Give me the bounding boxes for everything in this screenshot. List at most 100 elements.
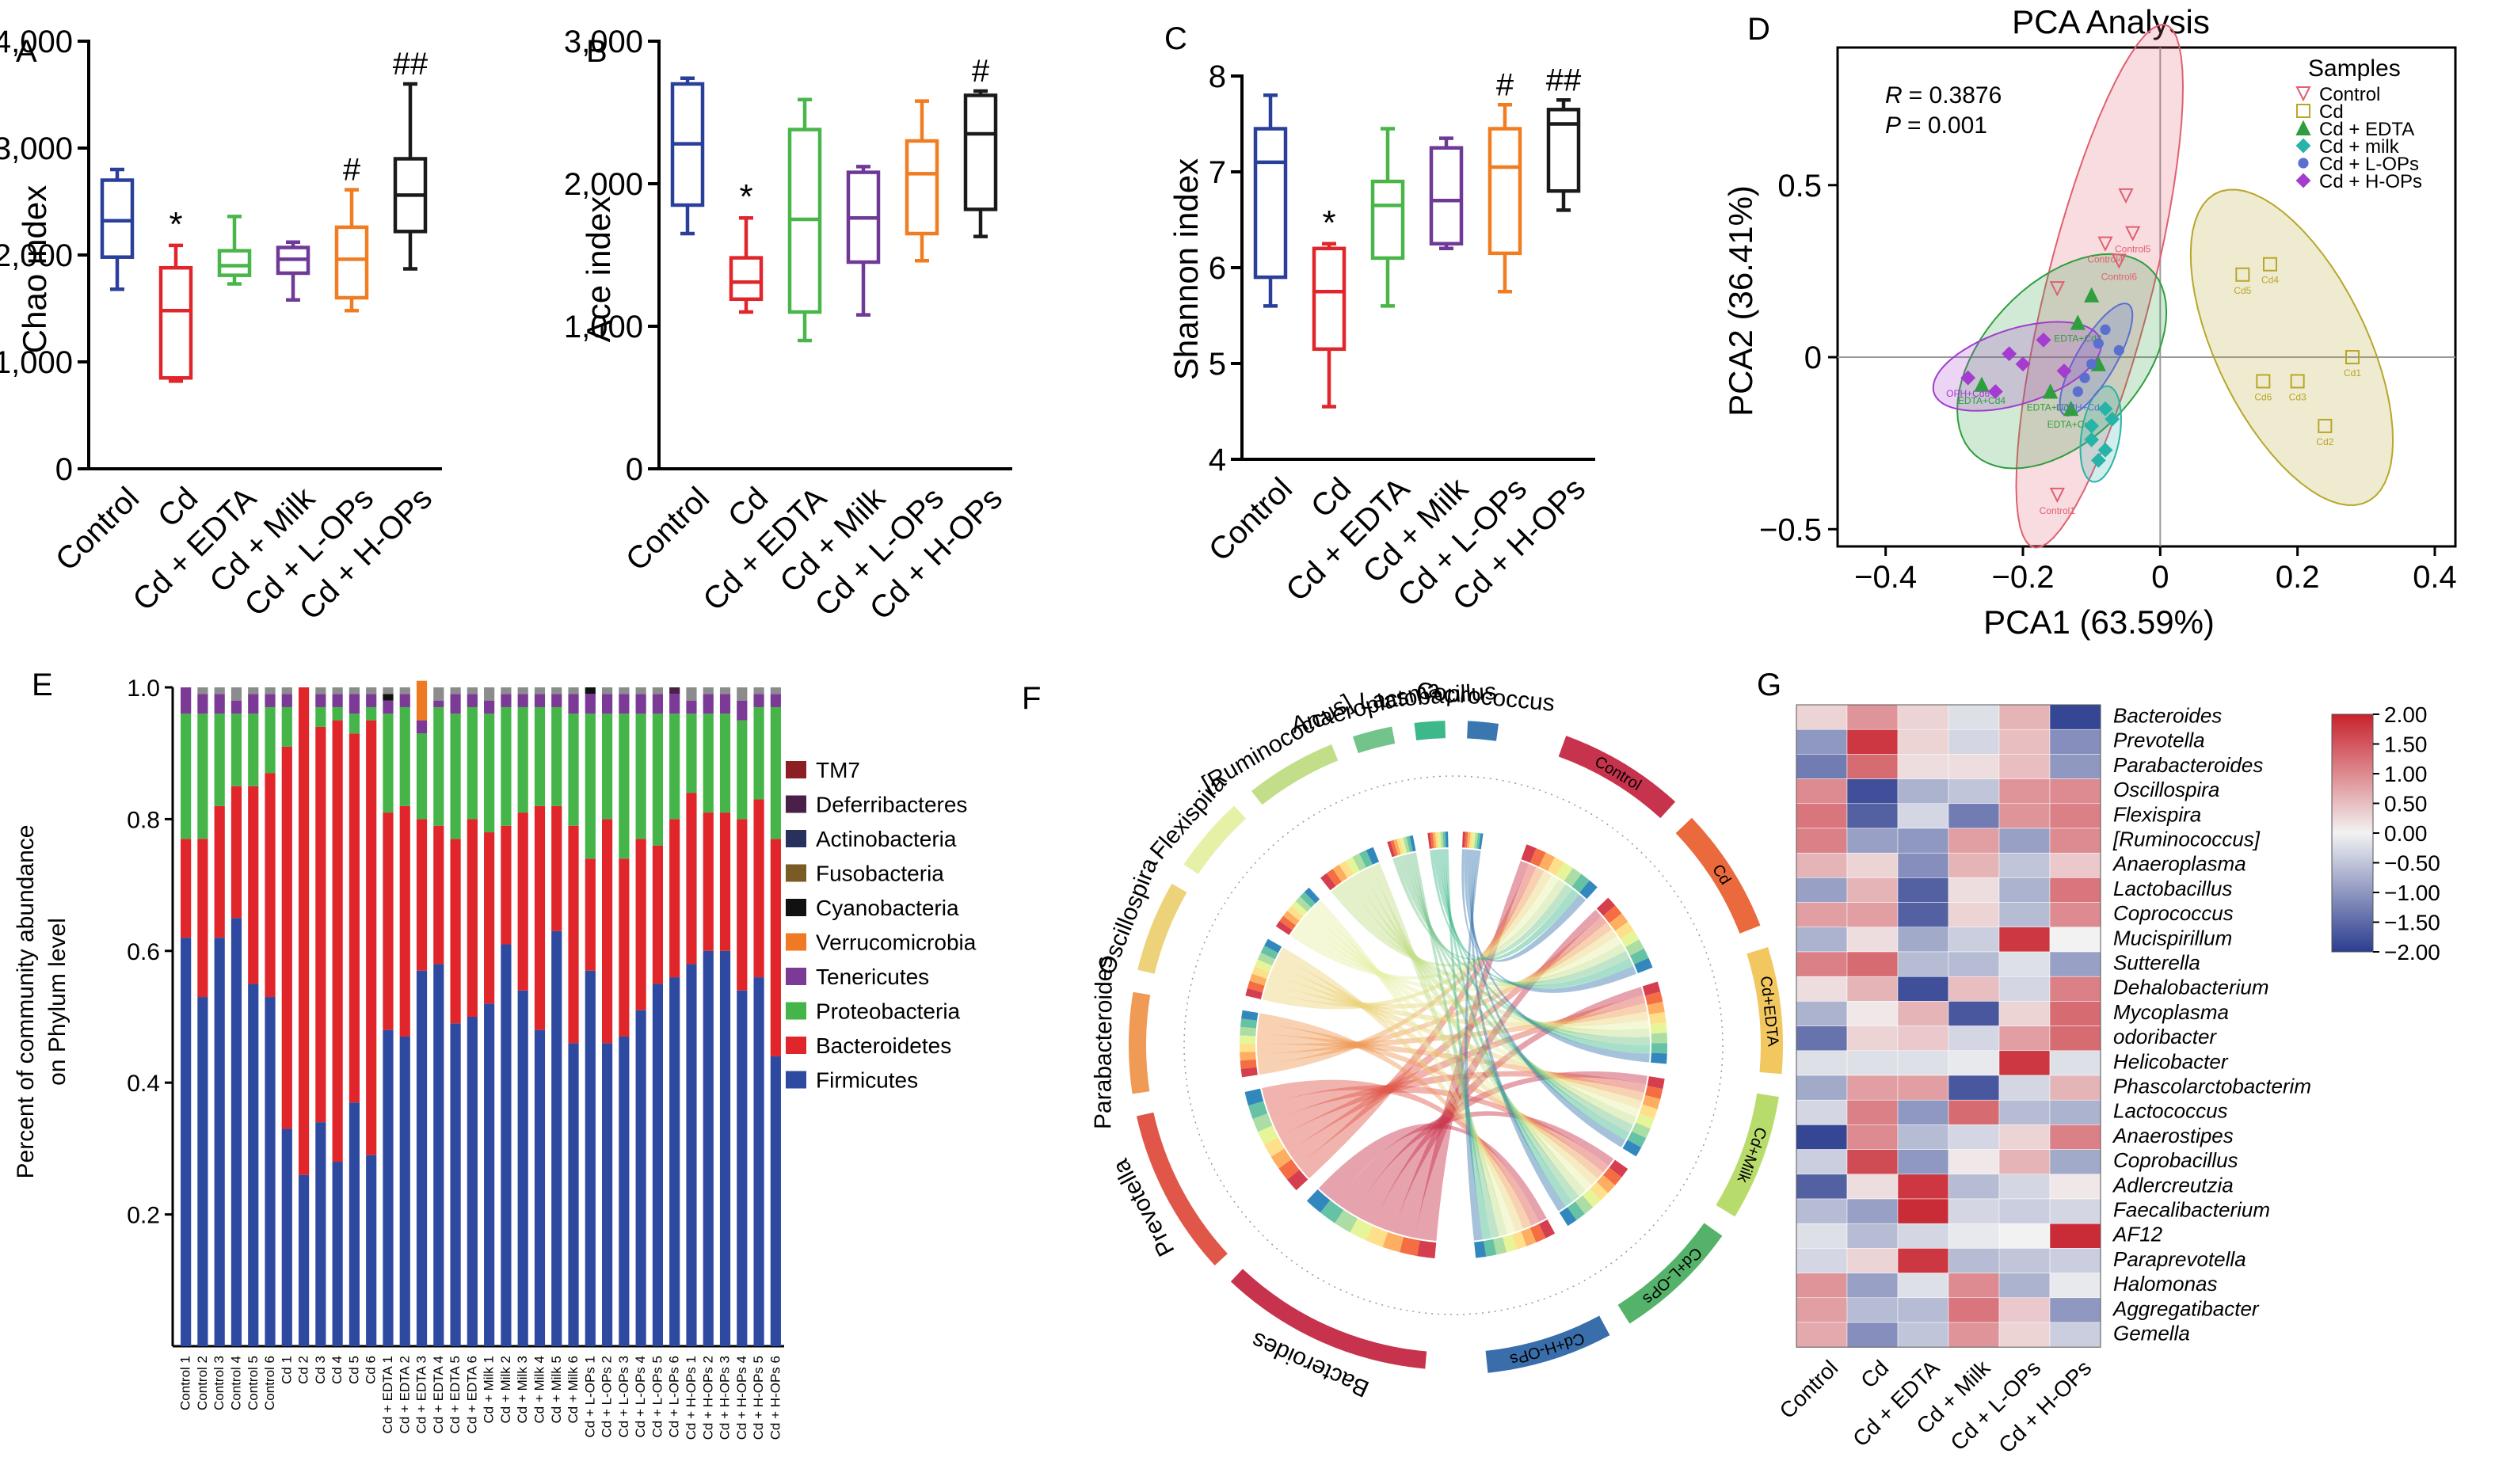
heatmap-cell xyxy=(1846,1075,1899,1101)
genus-inner-track xyxy=(1438,831,1442,848)
heatmap-cell xyxy=(1796,951,1848,977)
heatmap-cell xyxy=(1897,729,1949,755)
heatmap-cell xyxy=(1846,951,1899,977)
row-label: Oscillospira xyxy=(2113,778,2219,801)
x-tick-label: Cd + H-OPs 3 xyxy=(718,1356,733,1440)
bar-segment xyxy=(551,930,562,1346)
genus-inner-track xyxy=(1251,966,1270,980)
heatmap-cell xyxy=(1846,1174,1899,1200)
significance-mark: # xyxy=(972,54,990,89)
genus-arc xyxy=(1129,991,1151,1094)
legend-swatch xyxy=(786,1037,806,1054)
y-axis-label: Chao index xyxy=(16,185,53,353)
heatmap-cell xyxy=(1948,1174,2000,1200)
group-inner-track xyxy=(1650,1022,1667,1034)
genus-inner-track xyxy=(1252,1113,1273,1132)
x-tick-label: Control xyxy=(619,481,716,577)
genus-inner-track xyxy=(1332,864,1348,882)
heatmap-cell xyxy=(1796,1273,1848,1299)
bar-segment-other xyxy=(450,687,461,694)
heatmap-cell xyxy=(1796,927,1848,953)
point xyxy=(2093,338,2104,349)
heatmap-cell xyxy=(1796,803,1848,829)
genus-inner-track xyxy=(1244,1088,1264,1106)
significance-mark: * xyxy=(169,205,182,244)
heatmap-cell xyxy=(1897,754,1949,779)
legend-label: Control xyxy=(2319,84,2380,105)
heatmap-cell xyxy=(1948,1198,2000,1224)
x-tick-label: Control 3 xyxy=(211,1356,227,1410)
bar-segment xyxy=(248,984,259,1346)
bar-segment-other xyxy=(686,687,697,701)
point xyxy=(2036,332,2051,348)
genus-inner-track xyxy=(1275,920,1293,935)
heatmap-cell xyxy=(1796,1099,1848,1125)
genus-inner-track xyxy=(1260,946,1278,960)
column-label: Cd xyxy=(1856,1356,1893,1393)
x-tick-label: Cd + H-OPs 4 xyxy=(734,1356,749,1440)
heatmap-cell xyxy=(1998,828,2051,854)
heatmap-cell xyxy=(1998,1174,2051,1200)
x-tick-label: Control 2 xyxy=(195,1356,210,1410)
genus-inner-track xyxy=(1382,1231,1404,1253)
bar-segment xyxy=(501,825,512,945)
bar-stack xyxy=(517,687,528,1346)
bar-stack xyxy=(719,687,731,1346)
bar-segment xyxy=(585,694,596,714)
bar-segment-other xyxy=(719,687,731,694)
x-tick-label: Cd + Milk 6 xyxy=(566,1356,581,1424)
x-tick-label: Cd + L-OPs 5 xyxy=(649,1356,665,1437)
genus-inner-track xyxy=(1240,1067,1258,1078)
x-tick-label: Cd 1 xyxy=(279,1356,294,1384)
bar-segment xyxy=(416,733,428,820)
chord-ribbon xyxy=(1309,905,1592,1191)
point xyxy=(2049,281,2065,297)
point xyxy=(2118,188,2134,204)
genus-arc xyxy=(1467,721,1499,741)
bar-segment xyxy=(534,805,546,1030)
chart-title: PCA Analysis xyxy=(2012,3,2210,40)
row-label: Lactobacillus xyxy=(2113,877,2232,900)
legend-swatch xyxy=(786,795,806,813)
legend-label: Actinobacteria xyxy=(816,827,957,851)
group-label: Cd+L-OPs xyxy=(1639,1244,1705,1308)
bar-segment xyxy=(433,825,444,965)
chord-ribbon xyxy=(1464,849,1637,993)
bar-segment xyxy=(366,1155,377,1346)
bar-segment xyxy=(601,819,613,1044)
bar-segment xyxy=(669,687,680,694)
group-inner-track xyxy=(1521,844,1537,863)
bar-segment xyxy=(601,1043,613,1346)
bar-segment xyxy=(753,694,764,707)
y-tick-label: 8 xyxy=(1209,59,1226,94)
bar-segment-other xyxy=(433,687,444,701)
bar-segment xyxy=(484,1003,495,1346)
y-tick-label: 3,000 xyxy=(0,131,73,166)
bar-segment xyxy=(197,997,208,1346)
heatmap-cell xyxy=(1846,778,1899,805)
box-1: * xyxy=(729,177,764,314)
bar-segment xyxy=(635,1010,646,1346)
bar-segment xyxy=(248,713,259,786)
genus-inner-track xyxy=(1339,860,1354,878)
bar-segment xyxy=(568,694,579,714)
genus-inner-track xyxy=(1352,853,1366,871)
heatmap-cell xyxy=(1846,1099,1899,1125)
bar-stack xyxy=(332,687,343,1346)
group-arc xyxy=(1716,1093,1779,1217)
group-inner-track xyxy=(1647,1002,1665,1015)
genus-inner-track xyxy=(1240,1026,1256,1037)
bar-segment xyxy=(332,694,343,707)
bar-segment xyxy=(534,706,546,806)
bar-segment xyxy=(635,694,646,714)
heatmap-cell xyxy=(1897,1149,1949,1175)
genus-inner-track xyxy=(1283,911,1300,926)
bar-segment xyxy=(181,713,192,839)
genus-inner-track xyxy=(1300,892,1316,908)
heatmap-cell xyxy=(1998,1273,2051,1299)
bar-segment xyxy=(214,805,225,938)
bar-segment xyxy=(669,694,680,714)
point xyxy=(2043,383,2059,399)
bar-segment xyxy=(416,970,428,1346)
